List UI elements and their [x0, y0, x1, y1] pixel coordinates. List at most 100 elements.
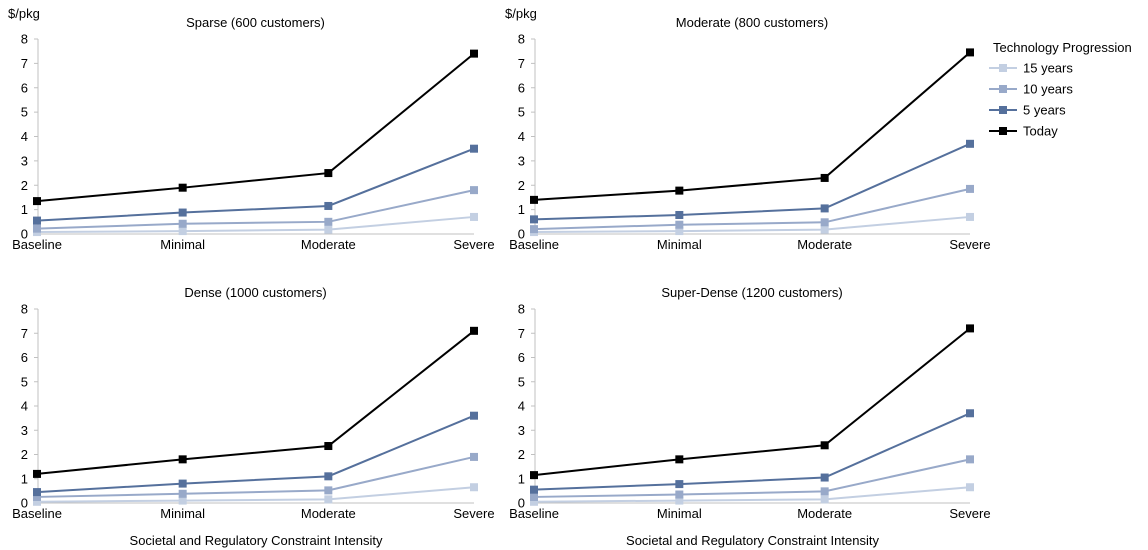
data-point-marker [324, 442, 333, 451]
data-point-marker [530, 497, 538, 506]
series-line-10-years [36, 455, 475, 498]
data-point-marker [966, 212, 974, 221]
y-tick-label: 4 [518, 399, 525, 414]
data-point-marker [33, 488, 41, 497]
data-point-marker [33, 197, 41, 206]
data-point-marker [178, 455, 187, 464]
y-tick-label: 5 [518, 374, 525, 389]
x-tick-label: Moderate [797, 237, 852, 252]
data-point-marker [33, 224, 41, 233]
series-line-today [36, 52, 475, 203]
data-point-marker [530, 215, 538, 224]
data-point-marker [966, 483, 974, 492]
y-tick-label: 5 [518, 105, 525, 120]
data-point-marker [33, 497, 41, 506]
y-tick-label: 3 [518, 423, 525, 438]
data-point-marker [966, 324, 974, 333]
y-tick-label: 1 [518, 471, 525, 486]
series-line-15-years [36, 486, 475, 503]
series-line-15-years [533, 215, 971, 234]
data-point-marker [820, 225, 829, 234]
chart-title: Super-Dense (1200 customers) [661, 285, 842, 300]
y-tick-label: 4 [518, 129, 525, 144]
data-point-marker [675, 220, 684, 229]
y-tick-label: 0 [21, 496, 28, 511]
y-tick-label: 3 [21, 153, 28, 168]
data-point-marker [178, 219, 187, 228]
x-tick-label: Severe [453, 237, 494, 252]
data-point-marker [530, 471, 538, 480]
series-line-15-years [36, 215, 475, 234]
data-point-marker [178, 479, 187, 488]
data-point-marker [820, 487, 829, 496]
x-tick-label: Baseline [12, 506, 62, 521]
data-point-marker [675, 455, 684, 464]
data-point-marker [470, 411, 478, 420]
data-point-marker [470, 144, 478, 153]
data-point-marker [324, 201, 333, 210]
data-point-marker [178, 183, 187, 192]
legend-entry-label: 5 years [1023, 103, 1066, 118]
y-tick-label: 6 [518, 350, 525, 365]
y-tick-label: 5 [21, 374, 28, 389]
chart-title: Moderate (800 customers) [676, 15, 828, 30]
chart-title: Dense (1000 customers) [184, 285, 326, 300]
y-tick-label: 0 [21, 227, 28, 242]
y-tick-label: 4 [21, 129, 28, 144]
y-tick-label: 6 [518, 80, 525, 95]
data-point-marker [966, 48, 974, 57]
data-point-marker [324, 217, 333, 226]
data-point-marker [820, 204, 829, 213]
y-tick-label: 2 [21, 447, 28, 462]
data-point-marker [178, 496, 187, 505]
data-point-marker [675, 186, 684, 195]
data-point-marker [675, 496, 684, 505]
y-tick-label: 2 [21, 178, 28, 193]
data-point-marker [820, 473, 829, 482]
y-tick-label: 4 [21, 399, 28, 414]
y-tick-label: 8 [21, 302, 28, 317]
y-tick-label: 7 [518, 56, 525, 71]
chart-panel-2: Moderate (800 customers) $/pkg 0 1 2 3 4 5 6 7 8 Ba… [505, 6, 991, 252]
data-point-marker [178, 227, 187, 236]
series-line-5-years [533, 412, 971, 491]
series-line-10-years [533, 187, 971, 231]
series-line-today [533, 327, 971, 477]
legend-swatch-marker [999, 64, 1007, 72]
legend-swatch-marker [999, 106, 1007, 114]
y-tick-label: 5 [21, 105, 28, 120]
x-tick-label: Moderate [797, 506, 852, 521]
data-point-marker [324, 169, 333, 178]
data-point-marker [966, 455, 974, 464]
data-point-marker [675, 227, 684, 236]
chart-panel-1: Sparse (600 customers) $/pkg 0 1 2 3 4 5 6 7 8 Base… [8, 6, 495, 252]
y-axis-unit-label: $/pkg [8, 6, 40, 21]
data-point-marker [324, 486, 333, 495]
data-point-marker [33, 492, 41, 501]
y-tick-label: 7 [518, 326, 525, 341]
x-tick-label: Severe [453, 506, 494, 521]
data-point-marker [820, 173, 829, 182]
data-point-marker [530, 485, 538, 494]
x-tick-label: Severe [949, 237, 990, 252]
y-tick-label: 2 [518, 447, 525, 462]
data-point-marker [820, 441, 829, 450]
x-axis-title: Societal and Regulatory Constraint Inten… [130, 533, 383, 548]
y-tick-label: 3 [21, 423, 28, 438]
data-point-marker [966, 139, 974, 148]
legend-swatch-marker [999, 127, 1007, 135]
x-axis-title: Societal and Regulatory Constraint Inten… [626, 533, 879, 548]
x-tick-label: Minimal [160, 237, 205, 252]
x-tick-label: Baseline [509, 506, 559, 521]
series-line-15-years [533, 486, 971, 503]
legend: Technology Progression 15 years 10 years 5 … [989, 40, 1132, 139]
series-line-10-years [533, 458, 971, 498]
legend-title: Technology Progression [993, 40, 1132, 55]
y-tick-label: 0 [518, 496, 525, 511]
y-tick-label: 8 [518, 302, 525, 317]
data-point-marker [675, 490, 684, 499]
y-tick-label: 8 [21, 32, 28, 47]
chart-panel-3: Dense (1000 customers) 0 1 2 3 4 5 6 7 8 Baseline M… [12, 285, 495, 548]
x-tick-label: Moderate [301, 237, 356, 252]
